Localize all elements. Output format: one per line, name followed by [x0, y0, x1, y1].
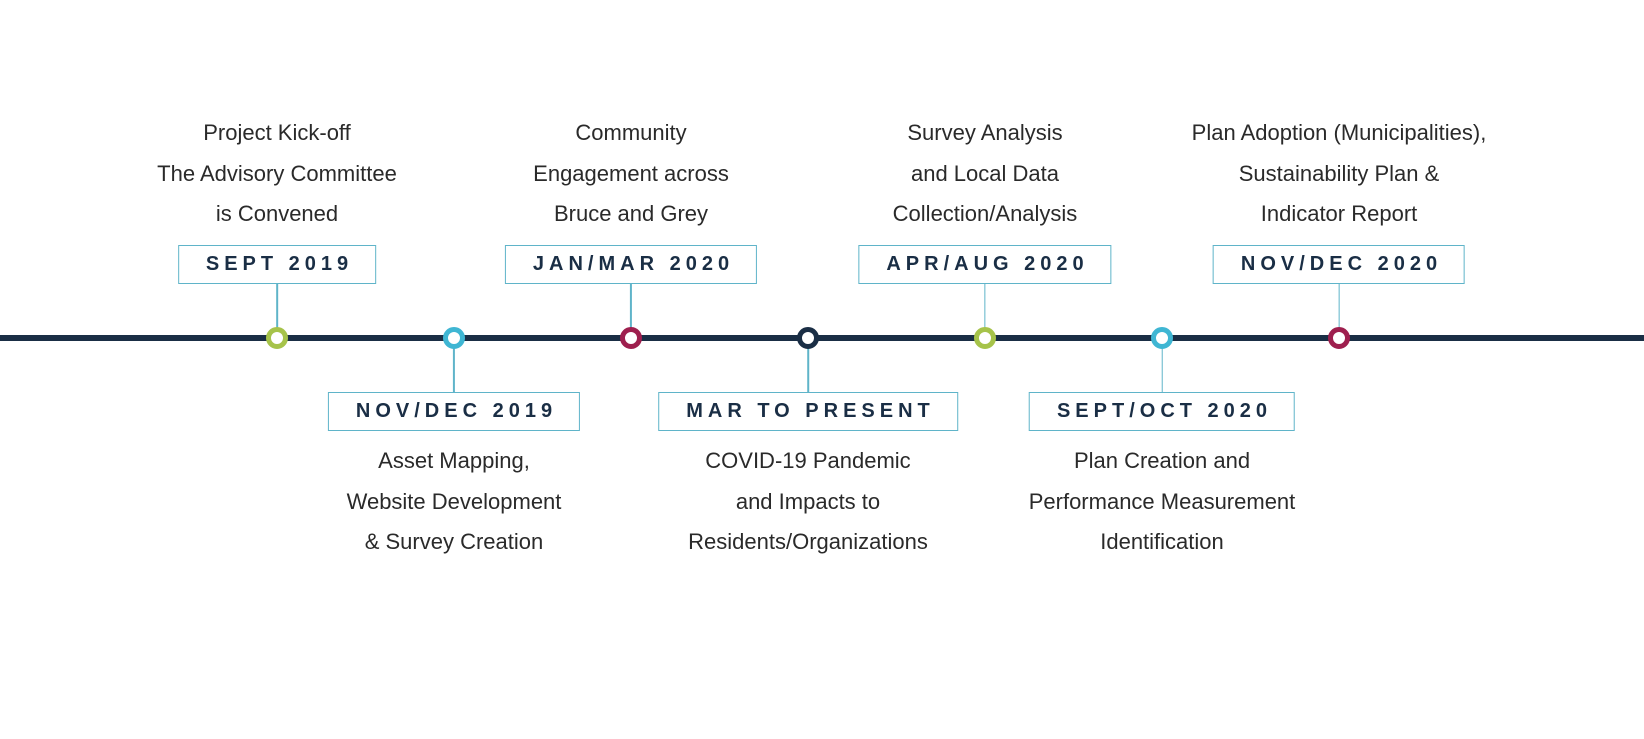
event-date-label: SEPT/OCT 2020 [1029, 392, 1295, 431]
timeline-event: COVID-19 Pandemic and Impacts to Residen… [658, 338, 958, 563]
timeline-event: Plan Adoption (Municipalities), Sustaina… [1192, 113, 1487, 338]
timeline-marker-icon [443, 327, 465, 349]
event-date-label: NOV/DEC 2019 [328, 392, 580, 431]
timeline-marker-icon [266, 327, 288, 349]
timeline-event: Survey Analysis and Local Data Collectio… [858, 113, 1111, 338]
event-description: Community Engagement across Bruce and Gr… [533, 113, 729, 235]
event-description: Survey Analysis and Local Data Collectio… [893, 113, 1078, 235]
timeline-marker-icon [974, 327, 996, 349]
event-date-label: MAR TO PRESENT [658, 392, 958, 431]
timeline-event: Community Engagement across Bruce and Gr… [505, 113, 757, 338]
event-date-label: JAN/MAR 2020 [505, 245, 757, 284]
event-description: Asset Mapping, Website Development & Sur… [347, 441, 562, 563]
event-date-label: SEPT 2019 [178, 245, 376, 284]
timeline-marker-icon [1151, 327, 1173, 349]
event-date-label: APR/AUG 2020 [858, 245, 1111, 284]
event-date-label: NOV/DEC 2020 [1213, 245, 1465, 284]
timeline-marker-icon [1328, 327, 1350, 349]
event-description: Project Kick-off The Advisory Committee … [157, 113, 397, 235]
timeline-event: Plan Creation and Performance Measuremen… [1029, 338, 1296, 563]
timeline-event: Asset Mapping, Website Development & Sur… [328, 338, 580, 563]
event-description: Plan Adoption (Municipalities), Sustaina… [1192, 113, 1487, 235]
event-description: Plan Creation and Performance Measuremen… [1029, 441, 1296, 563]
timeline-event: Project Kick-off The Advisory Committee … [157, 113, 397, 338]
timeline-marker-icon [797, 327, 819, 349]
event-description: COVID-19 Pandemic and Impacts to Residen… [688, 441, 928, 563]
timeline-marker-icon [620, 327, 642, 349]
